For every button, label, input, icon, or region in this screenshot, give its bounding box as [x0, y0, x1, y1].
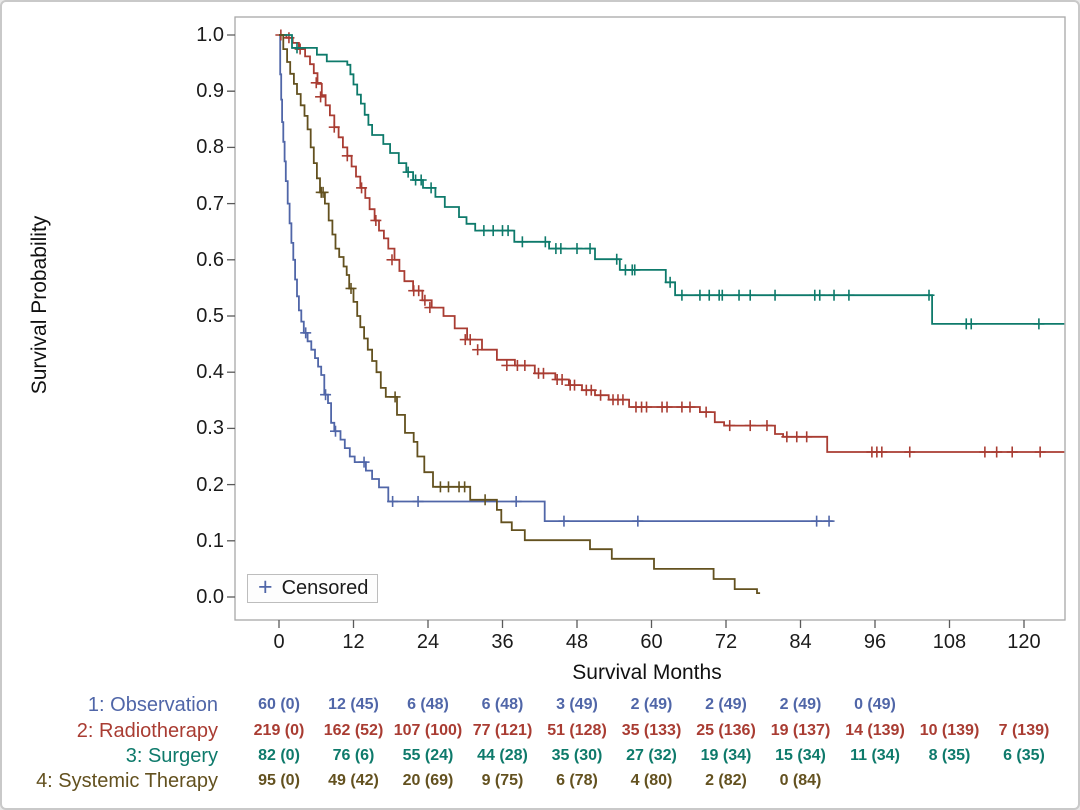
- risk-value: 4 (80): [630, 772, 673, 789]
- risk-value: 35 (133): [621, 722, 682, 739]
- y-tick-label: 1.0: [196, 24, 224, 46]
- risk-value: 0 (84): [779, 772, 822, 789]
- survival-curve-surgery: [279, 34, 1065, 325]
- y-tick-label: 0.3: [196, 417, 224, 440]
- risk-value: 55 (24): [402, 747, 454, 764]
- censored-legend: + Censored: [247, 574, 378, 603]
- y-tick-label: 0.2: [196, 473, 224, 496]
- x-tick-label: 12: [342, 631, 365, 653]
- y-tick-label: 0.8: [196, 136, 224, 159]
- risk-value: 6 (48): [481, 696, 524, 713]
- plot-frame: [234, 16, 1066, 621]
- x-tick-label: 108: [932, 631, 967, 653]
- y-tick-label: 0.7: [196, 192, 224, 215]
- risk-value: 11 (34): [850, 747, 900, 764]
- x-tick-label: 0: [273, 631, 285, 653]
- risk-value: 7 (139): [998, 722, 1050, 739]
- survival-curve-observation: [279, 34, 833, 522]
- risk-value: 60 (0): [258, 696, 300, 713]
- risk-value: 6 (35): [1003, 747, 1045, 764]
- y-tick-label: 0.9: [196, 80, 224, 103]
- y-tick-label: 0.6: [196, 248, 224, 271]
- risk-value: 25 (136): [696, 722, 756, 739]
- risk-value: 9 (75): [481, 772, 524, 789]
- risk-value: 49 (42): [328, 772, 379, 789]
- risk-row-label: 2: Radiotherapy: [76, 720, 218, 742]
- survival-curve-radiotherapy: [279, 34, 1065, 453]
- x-axis-title: Survival Months: [572, 661, 722, 684]
- legend-label: Censored: [281, 577, 369, 599]
- risk-value: 12 (45): [328, 696, 379, 713]
- risk-row-label: 1: Observation: [87, 694, 218, 716]
- risk-value: 8 (35): [928, 747, 971, 764]
- risk-value: 3 (49): [556, 696, 598, 713]
- y-tick-label: 0.4: [196, 361, 224, 384]
- risk-value: 15 (34): [775, 747, 826, 764]
- y-tick-label: 0.1: [196, 529, 224, 552]
- risk-value: 77 (121): [472, 722, 533, 739]
- x-tick-label: 72: [714, 631, 738, 653]
- y-tick-label: 0.5: [196, 305, 224, 327]
- x-tick-label: 84: [789, 631, 812, 653]
- survival-curve-systemic_therapy: [279, 34, 761, 594]
- censor-plus-icon: +: [258, 573, 273, 601]
- risk-value: 20 (69): [402, 772, 454, 789]
- y-tick-label: 0.0: [196, 586, 224, 608]
- risk-value: 76 (6): [332, 747, 375, 764]
- risk-value: 0 (49): [854, 696, 896, 713]
- risk-value: 2 (49): [779, 696, 822, 713]
- risk-value: 51 (128): [547, 722, 607, 739]
- x-tick-label: 36: [491, 631, 514, 653]
- risk-value: 162 (52): [323, 722, 384, 739]
- risk-value: 2 (82): [705, 772, 747, 789]
- risk-value: 10 (139): [919, 722, 980, 739]
- y-axis-title: Survival Probability: [28, 215, 51, 395]
- x-tick-label: 120: [1007, 631, 1041, 653]
- risk-value: 107 (100): [393, 722, 463, 739]
- risk-row-label: 3: Surgery: [125, 745, 218, 767]
- risk-value: 44 (28): [477, 747, 528, 764]
- risk-value: 6 (78): [556, 772, 598, 789]
- risk-value: 2 (49): [630, 696, 673, 713]
- x-tick-label: 48: [565, 631, 589, 653]
- x-tick-label: 60: [640, 631, 663, 653]
- risk-value: 35 (30): [551, 747, 603, 764]
- risk-value: 19 (137): [770, 722, 831, 739]
- risk-value: 2 (49): [705, 696, 747, 713]
- x-tick-label: 24: [416, 631, 440, 653]
- x-tick-label: 96: [863, 631, 887, 653]
- risk-value: 6 (48): [407, 696, 449, 713]
- risk-value: 219 (0): [253, 722, 305, 739]
- risk-value: 82 (0): [258, 747, 300, 764]
- risk-row-label: 4: Systemic Therapy: [36, 770, 218, 792]
- risk-value: 14 (139): [845, 722, 905, 739]
- risk-value: 95 (0): [258, 772, 300, 789]
- risk-value: 27 (32): [626, 747, 677, 764]
- risk-value: 19 (34): [700, 747, 752, 764]
